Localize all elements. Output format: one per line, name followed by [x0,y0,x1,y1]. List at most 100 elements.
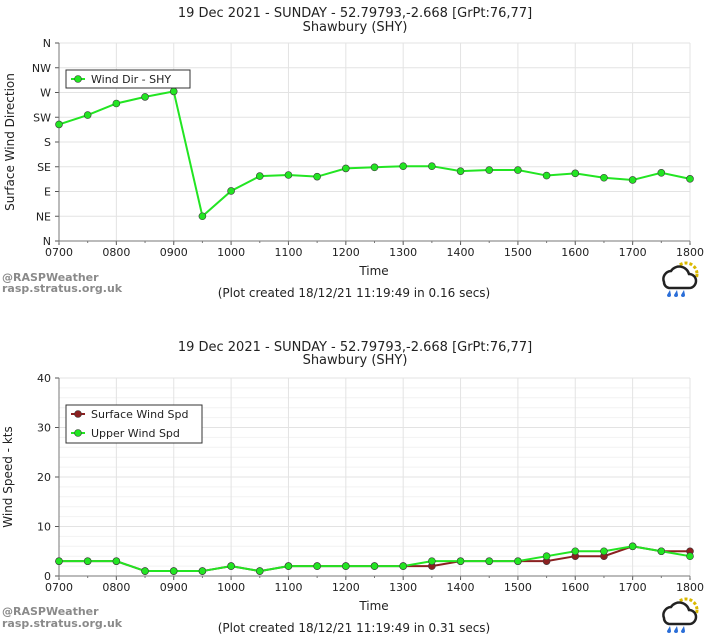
chart1-y-tick-label: W [40,87,51,100]
chart2-series-2-point [456,557,465,565]
chart1-series-1-point [55,120,63,129]
chart2-footer: (Plot created 18/12/21 11:19:49 in 0.31 … [218,621,491,635]
chart2-x-tick-label: 0800 [102,581,130,594]
chart1-title: 19 Dec 2021 - SUNDAY - 52.79793,-2.668 [… [178,6,532,21]
chart2-y-tick-label: 20 [37,471,51,484]
chart1-series-1-point [571,169,580,178]
chart1-series-1-point [141,93,149,101]
chart1-x-tick-label: 1200 [332,246,360,259]
chart2-x-tick-label: 0900 [160,581,188,594]
chart2-series-2-point [514,557,522,565]
chart2-series-2-point [169,567,178,575]
chart2-x-tick-label: 1500 [504,581,532,594]
chart1-series-1-point [485,166,494,174]
chart1-series-1-point [600,173,608,182]
chart1-y-tick-label: N [43,37,51,50]
chart2-series-2-point [571,547,580,556]
chart1-series-1-point [399,162,407,170]
chart2-series-2-point [55,557,63,565]
chart1-x-tick-label: 0700 [45,246,73,259]
chart1-legend-label: Wind Dir - SHY [91,73,171,86]
chart2-legend-box [65,404,203,444]
chart2-series-2-point [198,567,207,575]
chart2-series-2-point [686,552,694,561]
chart1-y-tick-label: SW [33,111,51,124]
chart2-series-2-point [227,562,235,570]
chart2-x-tick-label: 1300 [389,581,417,594]
chart1-series-1-point [628,176,637,184]
chart2-series-2-point [141,567,149,575]
chart2-x-tick-label: 1000 [217,581,245,594]
chart2-x-tick-label: 1100 [274,581,302,594]
chart1-xlabel: Time [358,264,388,278]
chart1-series-1-point [198,212,207,221]
chart2-legend-label: Surface Wind Spd [91,408,189,421]
chart2-series-2-point [83,557,92,565]
chart1-series-1-point [686,175,694,183]
chart1-footer: (Plot created 18/12/21 11:19:49 in 0.16 … [218,286,491,300]
chart1-series-1-point [83,111,92,119]
chart1-series-line-1 [58,90,691,219]
chart2-series-2-point [485,557,494,565]
chart1-series-1-point [370,163,379,172]
chart1-ylabel: Surface Wind Direction [3,73,17,211]
chart1-y-tick-label: NW [32,62,51,75]
chart1-legend-box [65,69,191,89]
chart2-series-2-point [628,542,637,551]
chart1-series-1-point [542,171,551,180]
chart2-legend-swatch-marker [74,410,82,418]
watermark-url-1: rasp.stratus.org.uk [2,282,123,295]
chart2-y-tick-label: 30 [37,422,51,435]
chart1-x-tick-label: 1600 [561,246,589,259]
chart1-y-tick-label: S [44,136,51,149]
chart2-x-tick-label: 1700 [619,581,647,594]
chart1-series-1-point [428,162,436,170]
watermark-url-2: rasp.stratus.org.uk [2,617,123,630]
chart1-series-1-point [456,167,465,175]
chart1-series-1-point [112,99,121,108]
chart2-ylabel: Wind Speed - kts [1,426,15,527]
chart2-plot: 0 10 20 30 40 0700 0800 0900 1000 1100 1200 1300 140… [37,372,704,594]
chart1-x-tick-label: 1400 [447,246,475,259]
chart2-legend-swatch-marker [74,429,82,437]
chart2-subtitle: Shawbury (SHY) [303,353,408,368]
chart2-y-tick-label: 40 [37,372,51,385]
chart1-x-tick-label: 1800 [676,246,704,259]
watermark-handle-1: @RASPWeather [2,271,99,284]
chart1-y-tick-label: SE [37,161,51,174]
chart2-title: 19 Dec 2021 - SUNDAY - 52.79793,-2.668 [… [178,340,532,355]
chart1-x-tick-label: 0800 [102,246,130,259]
chart2-series-2-point [112,557,121,565]
chart2-x-tick-label: 0700 [45,581,73,594]
chart2-series-2-point [342,562,350,570]
chart2-x-tick-label: 1600 [561,581,589,594]
chart1-series-1-point [284,171,293,179]
chart1-legend-swatch-marker [74,75,82,83]
chart1-x-tick-label: 0900 [160,246,188,259]
chart1-series-1-point [169,87,178,96]
chart1-y-tick-label: NE [36,210,51,223]
chart2-series-2-point [399,562,407,570]
chart2-x-tick-label: 1400 [447,581,475,594]
chart1-series-1-point [514,166,522,174]
chart2-series-2-point [657,547,666,556]
chart2-xlabel: Time [358,599,388,613]
chart2-series-2-point [542,552,551,561]
chart1-y-tick-label: N [43,235,51,248]
chart1-series-1-point [657,169,666,177]
cloud-rain-sun-icon [662,597,699,633]
chart1-y-tick-label: E [44,186,51,199]
chart1-series-1-point [342,164,350,173]
chart1-x-tick-label: 1700 [619,246,647,259]
chart2-series-2-point [313,562,321,570]
chart2-x-tick-label: 1800 [676,581,704,594]
chart2-legend-label: Upper Wind Spd [91,427,180,440]
chart2-x-tick-label: 1200 [332,581,360,594]
chart1-x-tick-label: 1500 [504,246,532,259]
chart1-x-tick-label: 1100 [274,246,302,259]
chart2-series-2-point [428,557,436,565]
chart1-x-tick-label: 1300 [389,246,417,259]
chart1-series-1-point [313,172,321,181]
